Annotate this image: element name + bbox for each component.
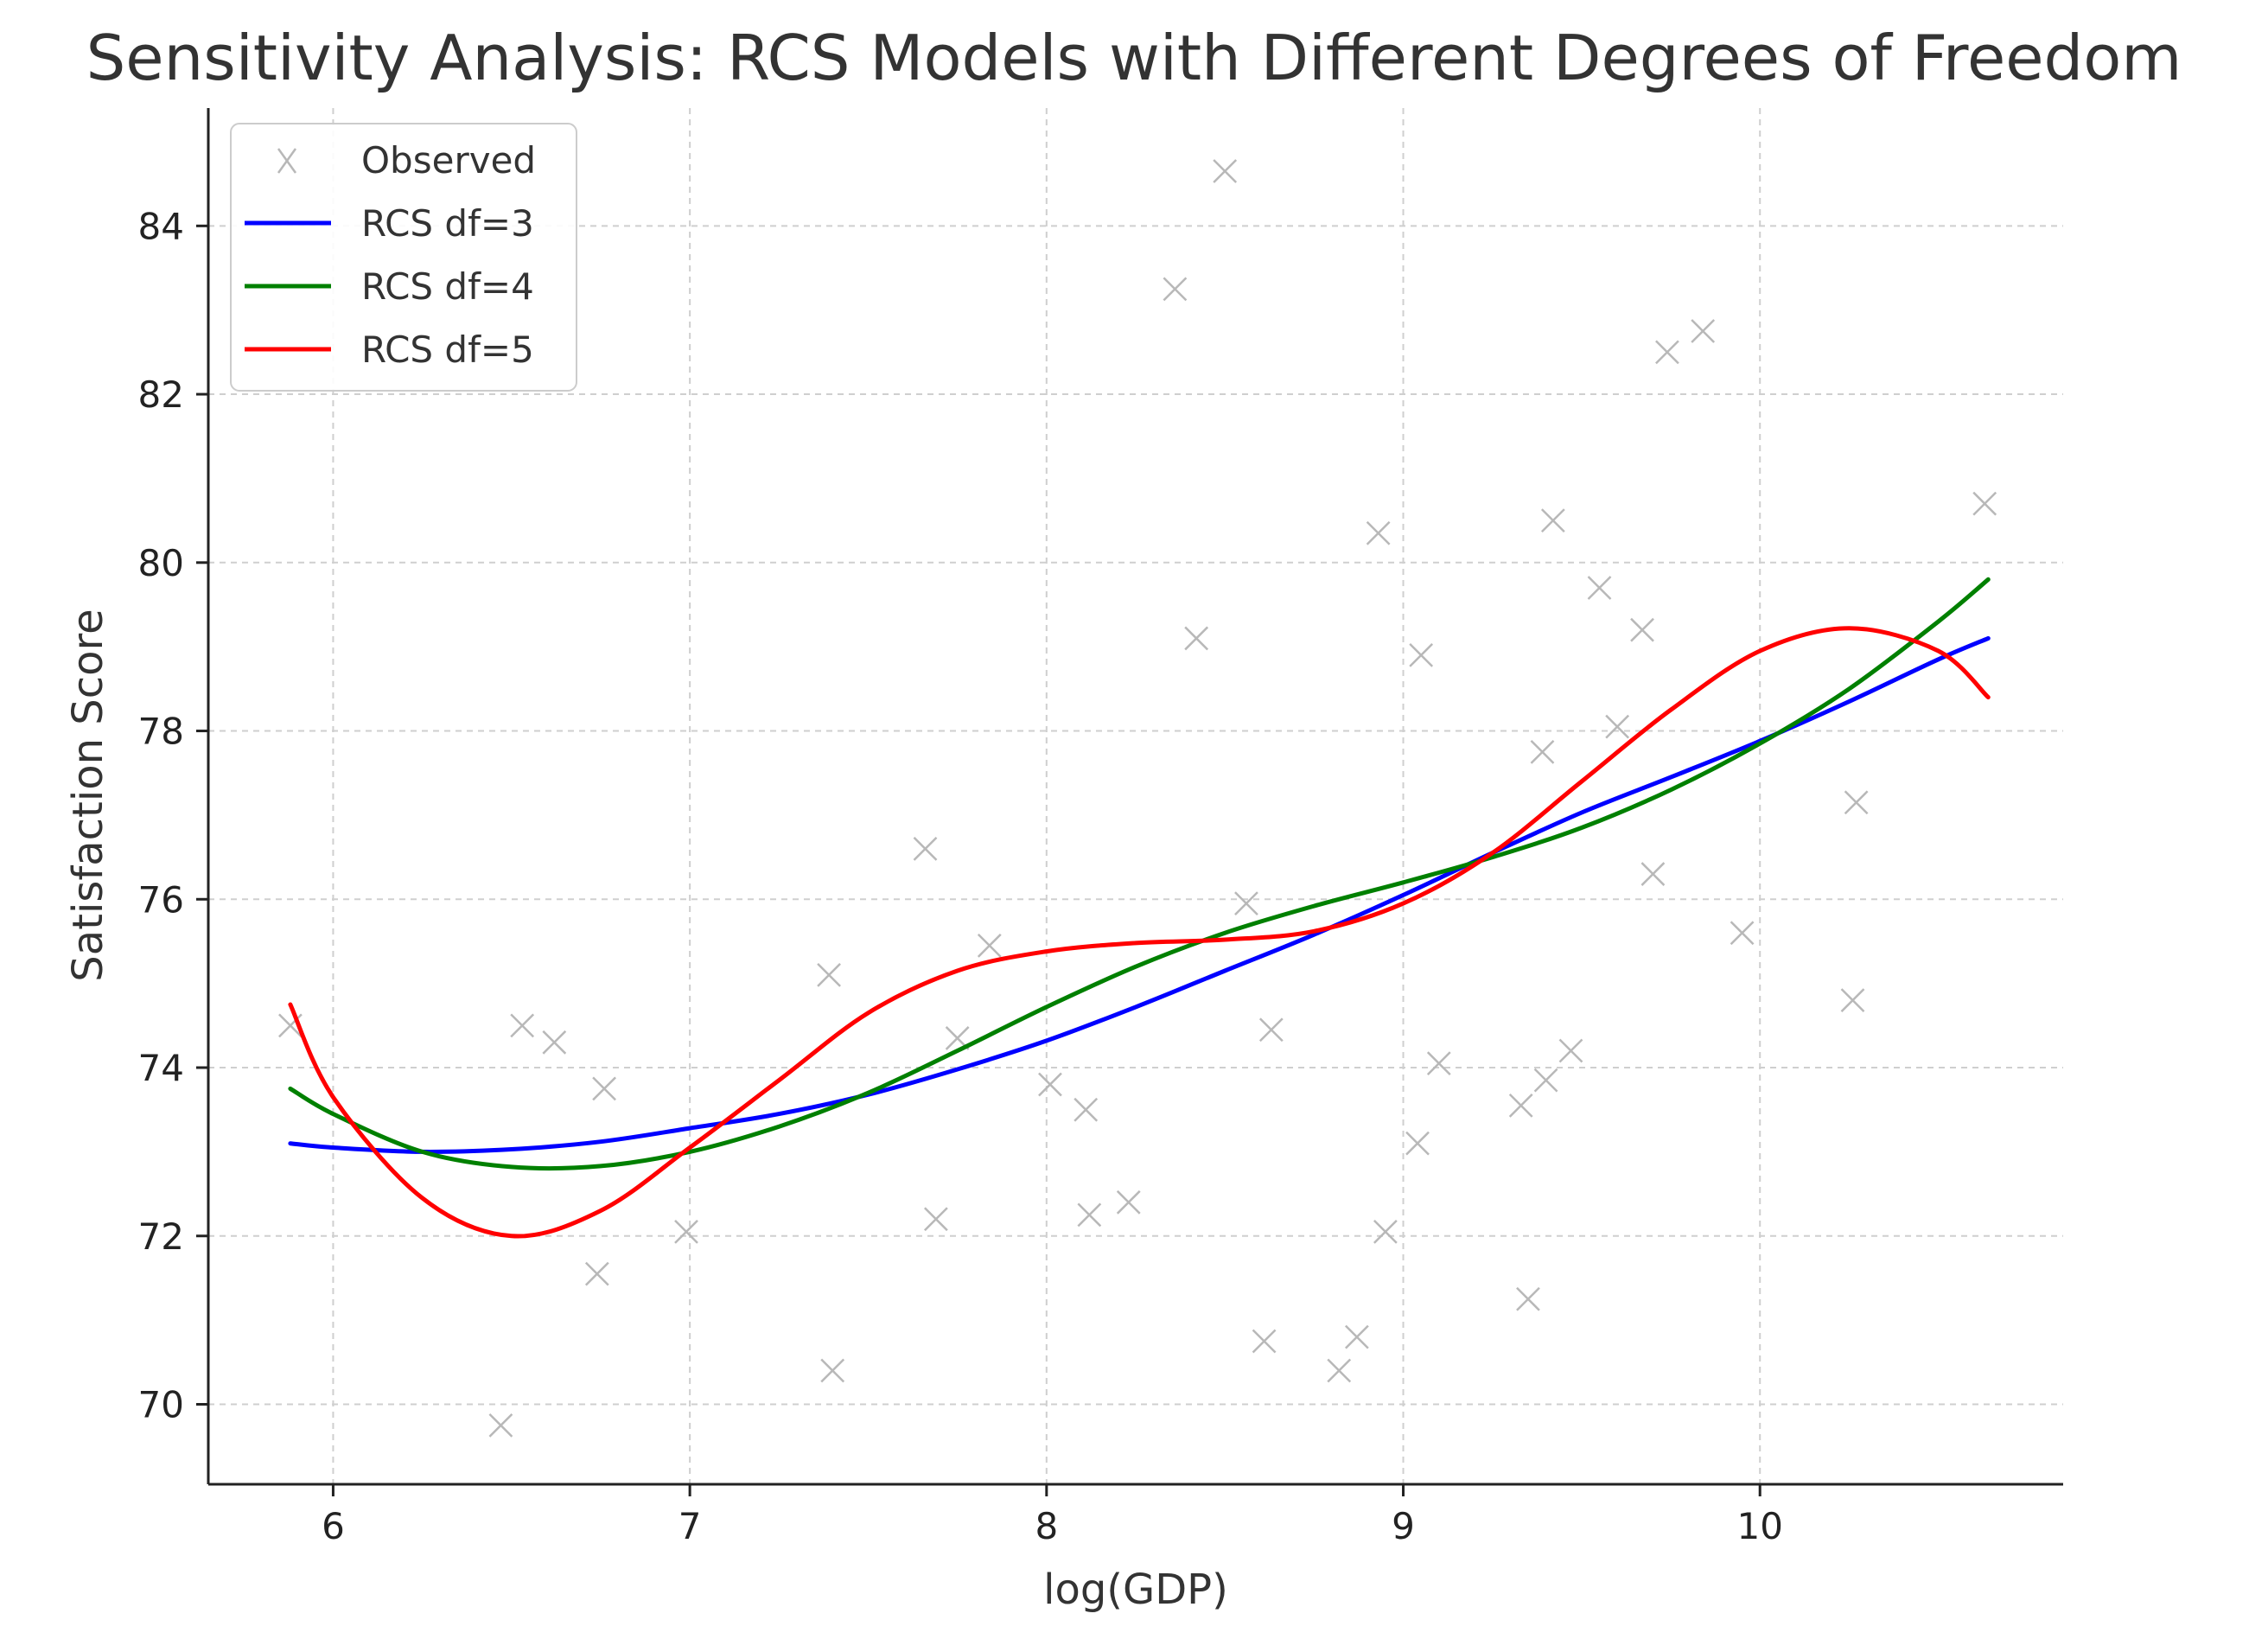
observed-point xyxy=(1038,1072,1062,1097)
observed-point xyxy=(1640,862,1666,886)
y-tick-label: 76 xyxy=(138,878,184,921)
y-tick-label: 72 xyxy=(138,1215,184,1258)
observed-point xyxy=(1344,1324,1369,1349)
observed-point xyxy=(542,1030,567,1055)
legend: Observed RCS df=3 RCS df=4 RCS df=5 xyxy=(230,123,577,392)
y-axis-label: Satisfaction Score xyxy=(64,609,112,981)
observed-point xyxy=(1373,1220,1398,1244)
y-tick-label: 78 xyxy=(138,711,184,753)
x-tick-label: 8 xyxy=(1035,1505,1058,1547)
axes xyxy=(207,108,2063,1486)
rcs-df4-line xyxy=(288,577,1991,1171)
observed-point xyxy=(820,1358,845,1383)
observed-point xyxy=(488,1413,513,1438)
observed-point xyxy=(1533,1068,1558,1093)
observed-point xyxy=(1077,1202,1102,1228)
legend-box xyxy=(230,123,577,392)
observed-point xyxy=(1605,714,1630,739)
x-tick-label: 7 xyxy=(678,1505,702,1547)
observed-point xyxy=(1730,921,1755,946)
legend-label-df5: RCS df=5 xyxy=(361,328,534,371)
observed-point xyxy=(1508,1093,1533,1118)
observed-point xyxy=(1691,319,1716,343)
observed-point xyxy=(1163,277,1188,302)
plot-area xyxy=(278,159,1997,1438)
observed-point xyxy=(1844,790,1869,815)
observed-point xyxy=(1327,1358,1352,1383)
observed-point xyxy=(1630,617,1654,642)
rcs-df5-line xyxy=(288,626,1991,1239)
x-tick-label: 6 xyxy=(322,1505,345,1547)
x-axis-label: log(GDP) xyxy=(1043,1566,1228,1614)
observed-point xyxy=(1258,1017,1284,1043)
observed-point xyxy=(1184,626,1209,651)
observed-point xyxy=(924,1207,948,1232)
observed-point xyxy=(1972,491,1997,516)
observed-point xyxy=(1530,739,1555,764)
legend-marker-observed xyxy=(277,148,297,174)
rcs-df3-line xyxy=(288,635,1991,1154)
y-tick-label: 82 xyxy=(138,373,184,416)
observed-point xyxy=(1426,1051,1451,1076)
chart-title: Sensitivity Analysis: RCS Models with Di… xyxy=(86,22,2182,94)
y-tick-label: 70 xyxy=(138,1383,184,1425)
observed-point xyxy=(1558,1038,1583,1063)
observed-point xyxy=(1234,891,1258,916)
observed-point xyxy=(1655,340,1679,365)
observed-point xyxy=(584,1261,609,1286)
x-tick-label: 10 xyxy=(1736,1505,1782,1547)
legend-label-df3: RCS df=3 xyxy=(361,202,534,245)
observed-point xyxy=(1366,520,1391,545)
observed-point xyxy=(1116,1189,1141,1215)
observed-point xyxy=(1840,988,1865,1013)
x-tick-label: 9 xyxy=(1392,1505,1415,1547)
observed-point xyxy=(1516,1286,1540,1311)
observed-point xyxy=(1252,1329,1277,1354)
observed-point xyxy=(1587,576,1612,600)
observed-point xyxy=(1409,643,1434,667)
observed-point xyxy=(817,963,841,987)
legend-label-df4: RCS df=4 xyxy=(361,265,534,308)
observed-point xyxy=(913,836,938,861)
y-tick-label: 80 xyxy=(138,542,184,584)
observed-point xyxy=(977,933,1002,958)
observed-point xyxy=(1073,1097,1099,1122)
observed-point xyxy=(1540,508,1565,533)
observed-point xyxy=(510,1013,535,1038)
y-tick-label: 74 xyxy=(138,1047,184,1089)
observed-point xyxy=(1405,1131,1430,1156)
y-tick-label: 84 xyxy=(138,205,184,247)
observed-point xyxy=(1213,159,1238,183)
observed-point xyxy=(592,1076,616,1101)
legend-label-observed: Observed xyxy=(361,139,536,182)
observed-point xyxy=(674,1220,698,1244)
